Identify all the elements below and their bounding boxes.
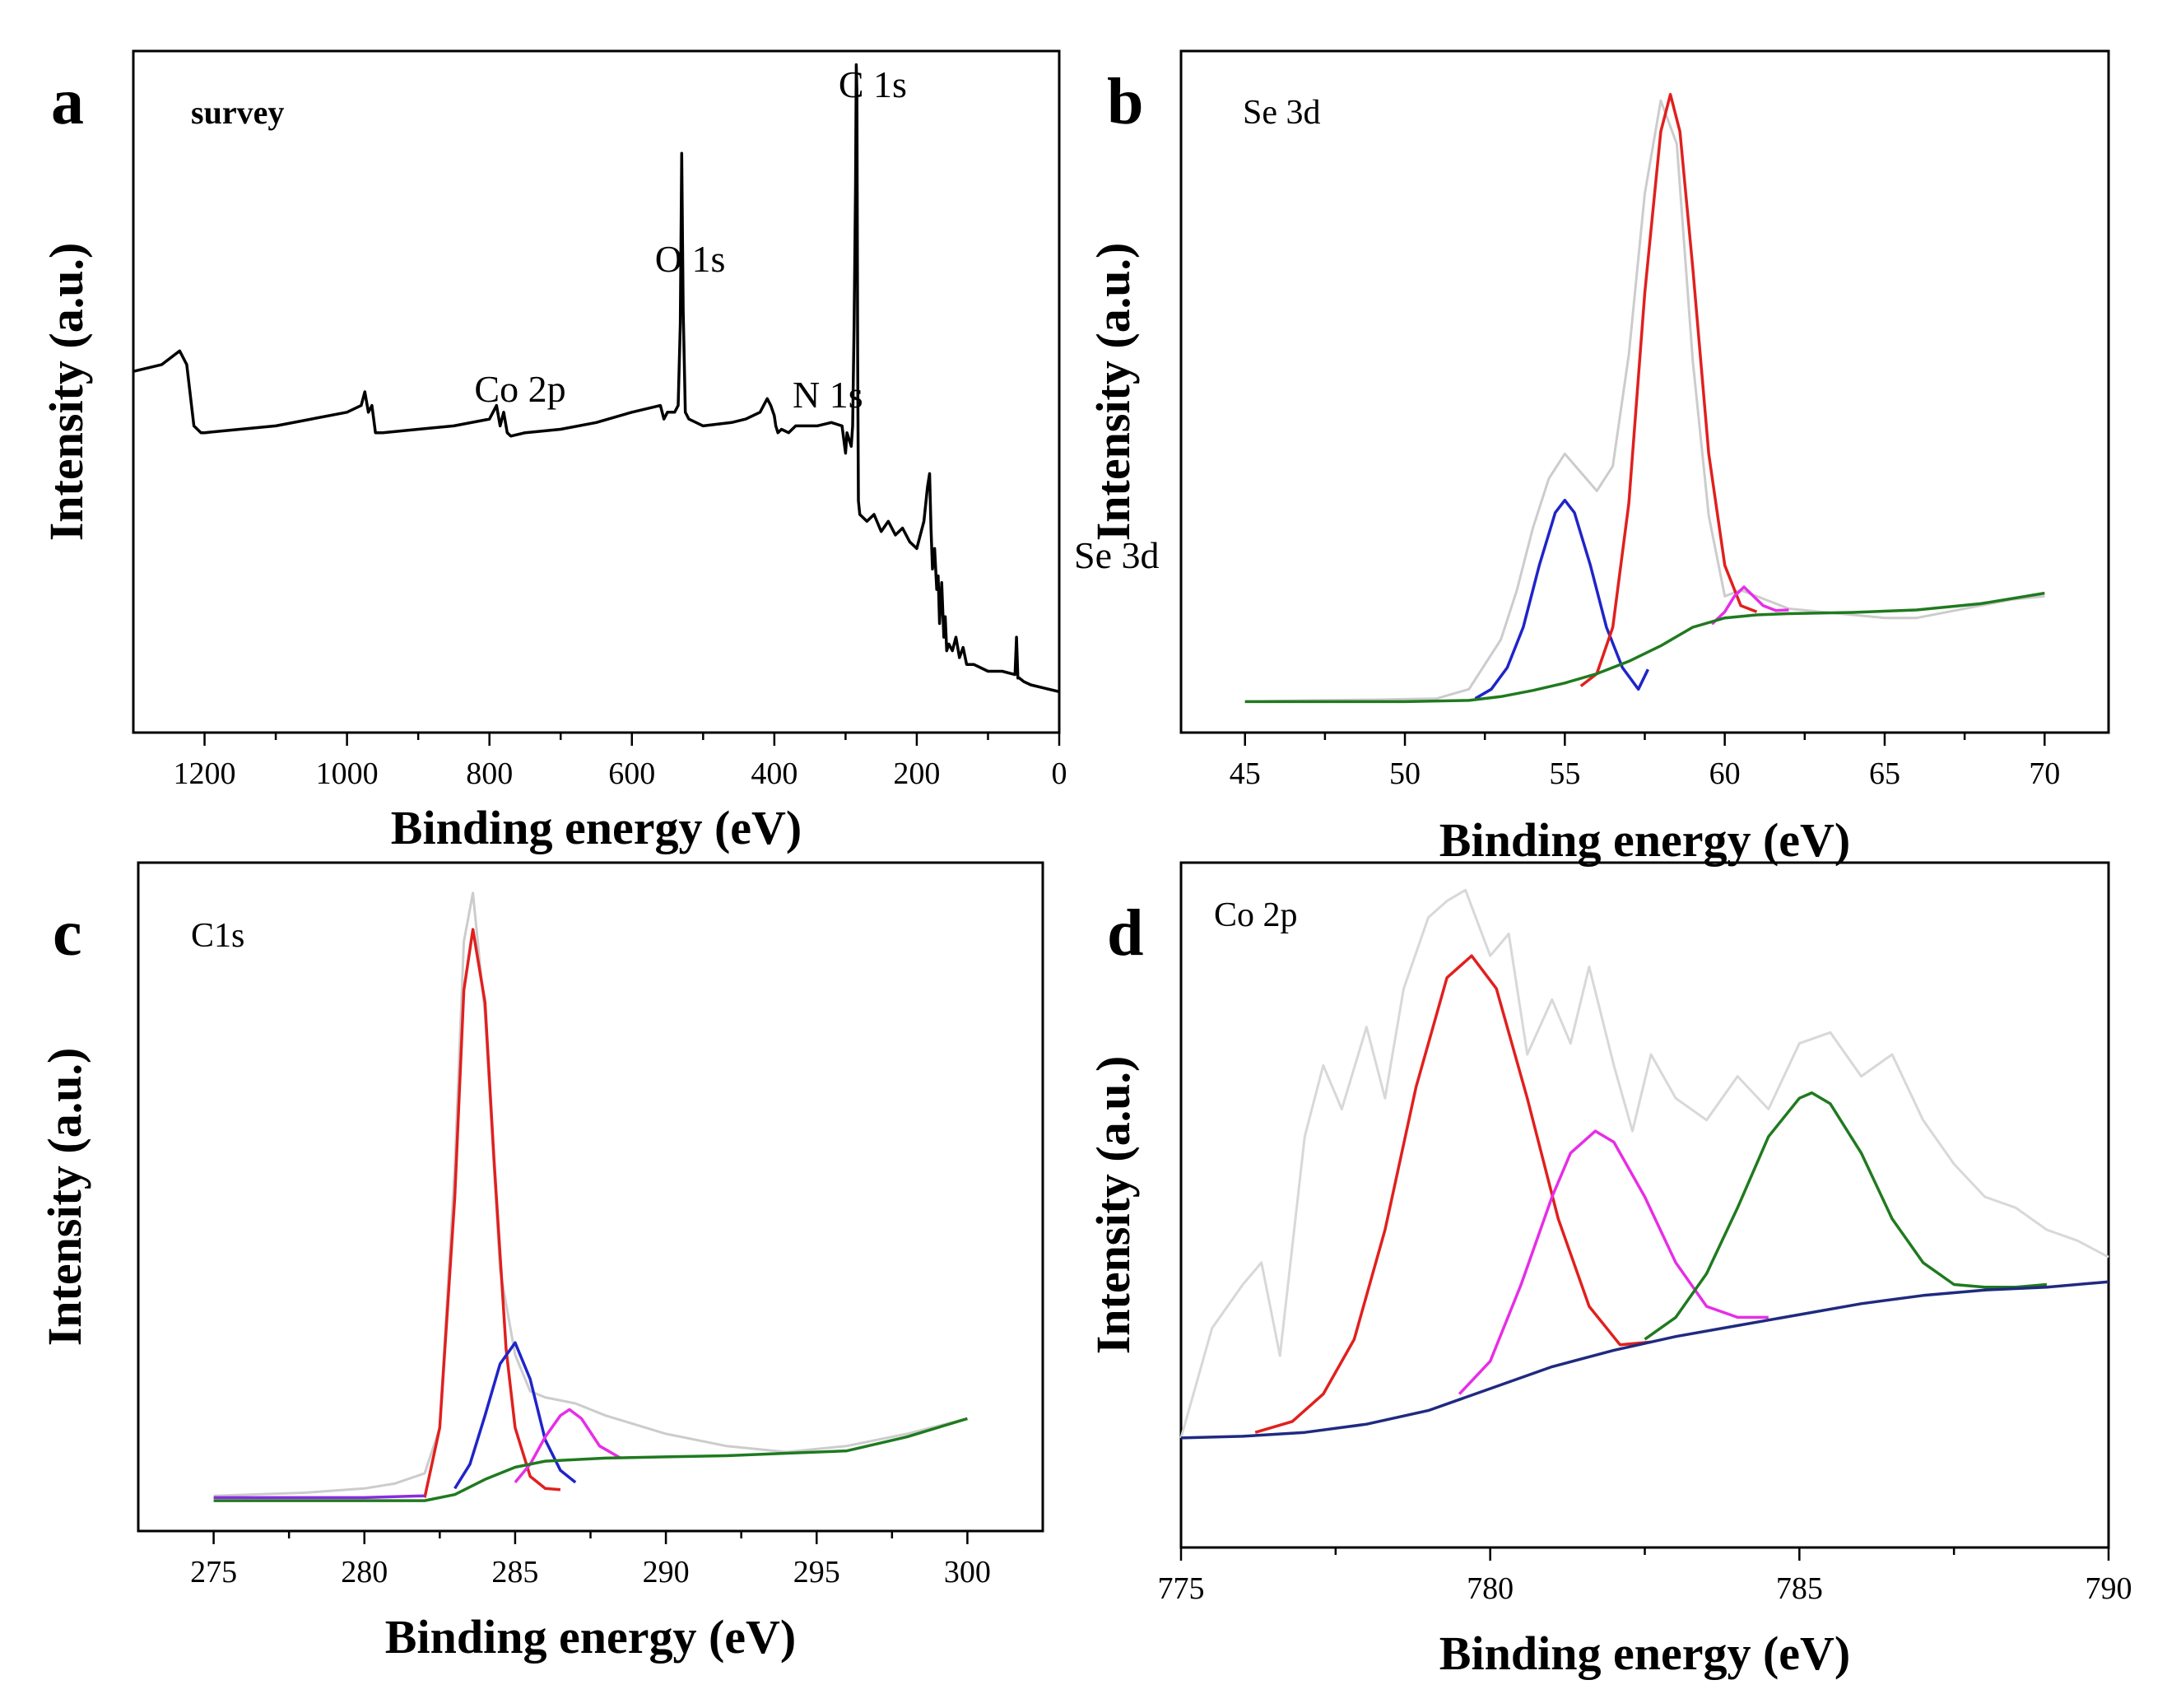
panel-title: Se 3d (1243, 94, 1321, 132)
series-raw (1179, 888, 2109, 1439)
x-tick-label: 785 (1776, 1571, 1823, 1606)
series-peak1 (1254, 954, 1652, 1434)
y-axis-title: Intensity (a.u.) (1086, 243, 1140, 542)
x-axis-title: Binding energy (eV) (385, 1610, 796, 1664)
y-axis-title: Intensity (a.u.) (1086, 1056, 1140, 1355)
panel-title: C1s (191, 917, 244, 955)
panel-c: 275 280 285 290 295 300 Binding energy (eV) Int… (38, 861, 1044, 1664)
plot-frame (1179, 861, 2110, 1549)
series-peak3 (1710, 585, 1789, 626)
series-raw (1244, 99, 2045, 703)
x-tick-label: 600 (608, 756, 655, 791)
plot-frame (132, 49, 1061, 734)
x-tick-label: 45 (1230, 756, 1261, 791)
peak-annotation: O 1s (655, 238, 726, 280)
panel-b: 45 50 55 60 65 70 Binding energy (eV) Intensity… (1086, 49, 2110, 867)
series-background (213, 1417, 968, 1502)
x-tick-label: 790 (2086, 1571, 2132, 1606)
panel-title: Co 2p (1214, 896, 1298, 934)
series-background (1180, 1280, 2109, 1440)
x-tick-label: 280 (341, 1555, 388, 1589)
series-peak1 (423, 928, 561, 1498)
x-tick-label: 290 (643, 1555, 690, 1589)
series-raw (213, 891, 968, 1497)
panel-letter: a (51, 66, 84, 138)
x-tick-label: 285 (491, 1555, 538, 1589)
x-tick-label: 65 (1869, 756, 1900, 791)
x-axis-title: Binding energy (eV) (1439, 813, 1850, 867)
x-tick-label: 70 (2029, 756, 2060, 791)
y-axis-title: Intensity (a.u.) (40, 243, 93, 542)
x-axis-title: Binding energy (eV) (1439, 1627, 1850, 1680)
series-survey (133, 63, 1060, 694)
x-axis-title: Binding energy (eV) (391, 801, 802, 854)
panel-letter: b (1107, 66, 1144, 138)
x-tick-label: 0 (1052, 756, 1067, 791)
x-tick-label: 55 (1549, 756, 1580, 791)
x-tick-label: 60 (1709, 756, 1741, 791)
panel-d: 775 780 785 790 Binding energy (eV) Intensity… (1086, 861, 2132, 1680)
x-tick-label: 275 (190, 1555, 237, 1589)
x-tick-label: 1200 (174, 756, 236, 791)
y-axis-title: Intensity (a.u.) (38, 1048, 91, 1347)
x-tick-label: 780 (1467, 1571, 1514, 1606)
x-tick-label: 50 (1389, 756, 1421, 791)
x-tick-label: 1000 (316, 756, 379, 791)
panel-title: survey (191, 94, 284, 131)
series-peak2 (1458, 1129, 1769, 1395)
series-envelope (213, 1494, 425, 1500)
plot-frame (1179, 49, 2110, 734)
x-tick-label: 800 (466, 756, 513, 791)
x-tick-label: 200 (893, 756, 940, 791)
peak-annotation: C 1s (839, 63, 907, 105)
series-background (1244, 591, 2045, 704)
panel-a: 1200 1000 800 600 400 200 0 Binding energy (eV)… (40, 49, 1160, 854)
panel-letter: d (1107, 897, 1144, 970)
series-peak3 (1644, 1091, 2048, 1341)
peak-annotation: Co 2p (474, 368, 565, 410)
peak-annotation: Se 3d (1074, 534, 1160, 576)
series-peak3 (514, 1408, 621, 1484)
x-tick-label: 295 (793, 1555, 840, 1589)
peak-annotation: N 1s (793, 374, 863, 416)
series-peak1 (1474, 498, 1649, 700)
x-tick-label: 775 (1158, 1571, 1205, 1606)
panel-letter: c (53, 897, 82, 970)
series-peak2 (1579, 92, 1758, 687)
x-tick-label: 300 (944, 1555, 991, 1589)
x-tick-label: 400 (751, 756, 798, 791)
